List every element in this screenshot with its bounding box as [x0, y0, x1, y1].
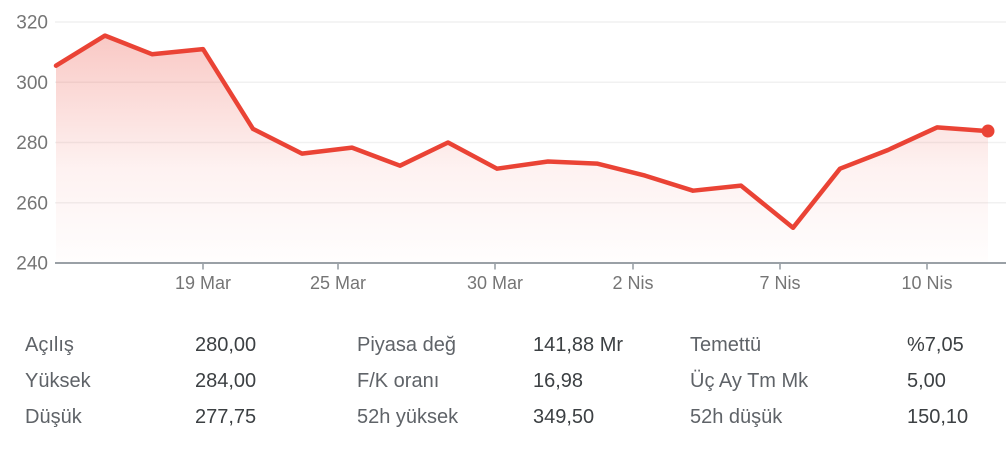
x-axis-label: 30 Mar [467, 273, 523, 293]
stat-low: Düşük 277,75 [25, 399, 357, 435]
stat-market-cap: Piyasa değ 141,88 Mr [357, 327, 690, 363]
stat-value: 284,00 [195, 370, 257, 392]
y-axis-label: 320 [16, 13, 48, 34]
price-chart[interactable]: 320 300 280 260 240 19 Mar 25 Mar 30 Mar 2 Nis 7 … [0, 0, 1006, 305]
x-axis-label: 2 Nis [612, 273, 653, 293]
x-axis-label: 7 Nis [759, 273, 800, 293]
stat-value: 150,10 [907, 406, 969, 428]
stat-quarterly-dividend: Üç Ay Tm Mk 5,00 [690, 363, 996, 399]
stat-dividend-yield: Temettü %7,05 [690, 327, 996, 363]
y-axis-label: 240 [16, 254, 48, 275]
x-axis-label: 25 Mar [310, 273, 366, 293]
stat-label: F/K oranı [357, 370, 440, 392]
stat-label: Yüksek [25, 370, 91, 392]
stat-label: Temettü [690, 334, 762, 356]
stat-high: Yüksek 284,00 [25, 363, 357, 399]
stat-label: Düşük [25, 406, 82, 428]
stat-52w-high: 52h yüksek 349,50 [357, 399, 690, 435]
stat-label: 52h düşük [690, 406, 783, 428]
stat-label: Piyasa değ [357, 334, 456, 356]
x-axis-label: 19 Mar [175, 273, 231, 293]
stat-value: 280,00 [195, 334, 257, 356]
stat-value: 5,00 [907, 370, 946, 392]
stat-label: Açılış [25, 334, 74, 356]
last-price-dot [981, 124, 995, 138]
x-axis-label: 10 Nis [901, 273, 952, 293]
stat-52w-low: 52h düşük 150,10 [690, 399, 996, 435]
stat-pe-ratio: F/K oranı 16,98 [357, 363, 690, 399]
stat-value: 141,88 Mr [533, 334, 624, 356]
stat-label: Üç Ay Tm Mk [690, 370, 809, 392]
stat-open: Açılış 280,00 [25, 327, 357, 363]
y-axis-label: 280 [16, 133, 48, 154]
price-area-fill [56, 35, 988, 262]
y-axis-label: 300 [16, 73, 48, 94]
y-axis-label: 260 [16, 193, 48, 214]
stat-value: 277,75 [195, 406, 257, 428]
price-line [53, 33, 991, 231]
stat-value: 16,98 [533, 370, 584, 392]
stat-label: 52h yüksek [357, 406, 459, 428]
stat-value: 349,50 [533, 406, 595, 428]
key-stats-table: Açılış 280,00 Yüksek 284,00 Düşük 277,75… [25, 327, 996, 435]
stat-value: %7,05 [907, 334, 964, 356]
